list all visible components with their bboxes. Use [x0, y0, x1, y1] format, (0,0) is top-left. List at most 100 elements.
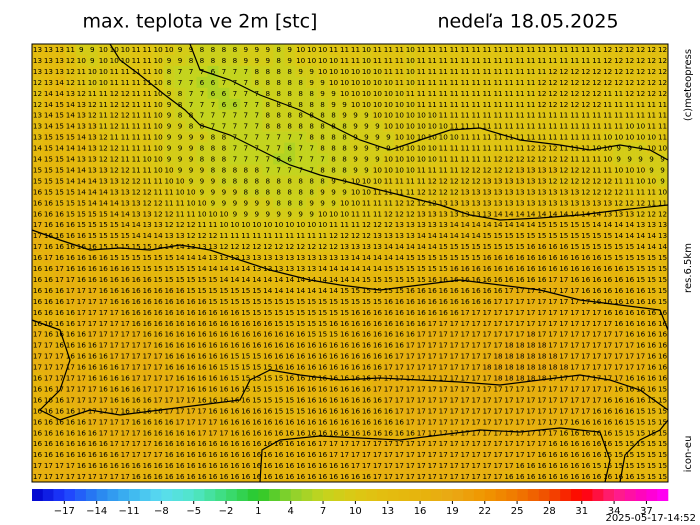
grid-cell [328, 98, 340, 110]
cell-value: 16 [625, 406, 635, 415]
cell-value: 12 [230, 242, 239, 251]
cell-value: 16 [186, 341, 196, 350]
grid-cell [218, 142, 230, 154]
grid-cell [459, 252, 471, 264]
colorbar-swatch [32, 489, 44, 501]
cell-value: 12 [99, 155, 108, 164]
grid-cell [393, 197, 406, 209]
cell-value: 16 [373, 341, 383, 350]
cell-value: 16 [33, 384, 43, 393]
cell-value: 16 [472, 286, 482, 295]
grid-cell [437, 44, 449, 56]
grid-cell [64, 109, 77, 121]
grid-cell [426, 273, 439, 286]
cell-value: 17 [33, 352, 42, 361]
cell-value: 14 [439, 231, 449, 240]
cell-value: 17 [88, 319, 97, 328]
cell-value: 16 [274, 461, 284, 470]
cell-value: 16 [121, 395, 131, 404]
cell-value: 17 [526, 319, 535, 328]
colorbar-swatch [150, 489, 162, 501]
cell-value: 12 [603, 45, 612, 54]
cell-value: 16 [318, 341, 328, 350]
cell-value: 7 [287, 133, 292, 142]
grid-cell [448, 230, 460, 242]
grid-cell [635, 131, 647, 143]
grid-cell [514, 197, 526, 209]
cell-value: 16 [373, 417, 383, 426]
cell-value: 11 [417, 176, 426, 185]
cell-value: 12 [110, 144, 119, 153]
grid-cell [624, 186, 636, 198]
cell-value: 15 [132, 242, 141, 251]
grid-cell [339, 273, 351, 286]
cell-value: 15 [614, 242, 623, 251]
grid-cell [53, 219, 66, 231]
cell-value: 7 [178, 78, 183, 87]
cell-value: 15 [636, 417, 645, 426]
cell-value: 13 [450, 209, 459, 218]
cell-value: 16 [581, 450, 591, 459]
grid-cell [613, 44, 625, 56]
grid-cell [613, 120, 625, 132]
cell-value: 15 [362, 297, 371, 306]
cell-value: 11 [175, 198, 184, 207]
cell-value: 16 [362, 472, 372, 481]
cell-value: 17 [88, 395, 97, 404]
cell-value: 7 [265, 144, 270, 153]
grid-cell [284, 208, 296, 220]
cell-value: 16 [121, 264, 131, 273]
cell-value: 12 [439, 176, 448, 185]
cell-value: 11 [461, 144, 470, 153]
grid-cell [371, 76, 384, 89]
cell-value: 16 [219, 472, 229, 481]
grid-cell [525, 131, 537, 143]
cell-value: 11 [132, 78, 141, 87]
cell-value: 8 [276, 122, 281, 131]
cell-value: 11 [208, 220, 217, 229]
grid-cell [328, 230, 340, 242]
cell-value: 17 [406, 363, 415, 372]
cell-value: 11 [77, 78, 86, 87]
cell-value: 11 [526, 56, 535, 65]
cell-value: 15 [329, 297, 338, 306]
cell-value: 13 [88, 165, 97, 174]
grid-cell [207, 273, 219, 286]
cell-value: 11 [515, 122, 524, 131]
cell-value: 16 [548, 264, 558, 273]
cell-value: 16 [164, 352, 174, 361]
cell-value: 17 [515, 297, 524, 306]
grid-cell [525, 76, 537, 89]
cell-value: 16 [263, 417, 273, 426]
cell-value: 16 [33, 209, 43, 218]
grid-cell [273, 142, 285, 154]
cell-value: 16 [33, 187, 43, 196]
cell-value: 11 [110, 133, 119, 142]
grid-cell [229, 175, 241, 187]
cell-value: 11 [99, 89, 108, 98]
cell-value: 17 [66, 297, 75, 306]
grid-cell [240, 230, 252, 242]
cell-value: 11 [373, 56, 382, 65]
grid-cell [218, 131, 230, 143]
cell-value: 11 [526, 133, 535, 142]
cell-value: 16 [285, 352, 295, 361]
cell-value: 11 [132, 89, 141, 98]
grid-cell [240, 175, 252, 187]
cell-value: 9 [353, 133, 358, 142]
cell-value: 11 [285, 231, 294, 240]
cell-value: 17 [625, 352, 634, 361]
cell-value: 17 [77, 286, 86, 295]
grid-cell [404, 54, 417, 67]
cell-value: 11 [395, 78, 404, 87]
cell-value: 17 [439, 363, 448, 372]
grid-cell [97, 98, 110, 110]
grid-cell [174, 164, 186, 176]
grid-cell [218, 120, 230, 132]
grid-cell [591, 120, 603, 132]
grid-cell [317, 65, 329, 78]
cell-value: 16 [351, 384, 361, 393]
grid-cell [53, 197, 66, 209]
cell-value: 17 [482, 352, 491, 361]
grid-cell [646, 142, 658, 154]
